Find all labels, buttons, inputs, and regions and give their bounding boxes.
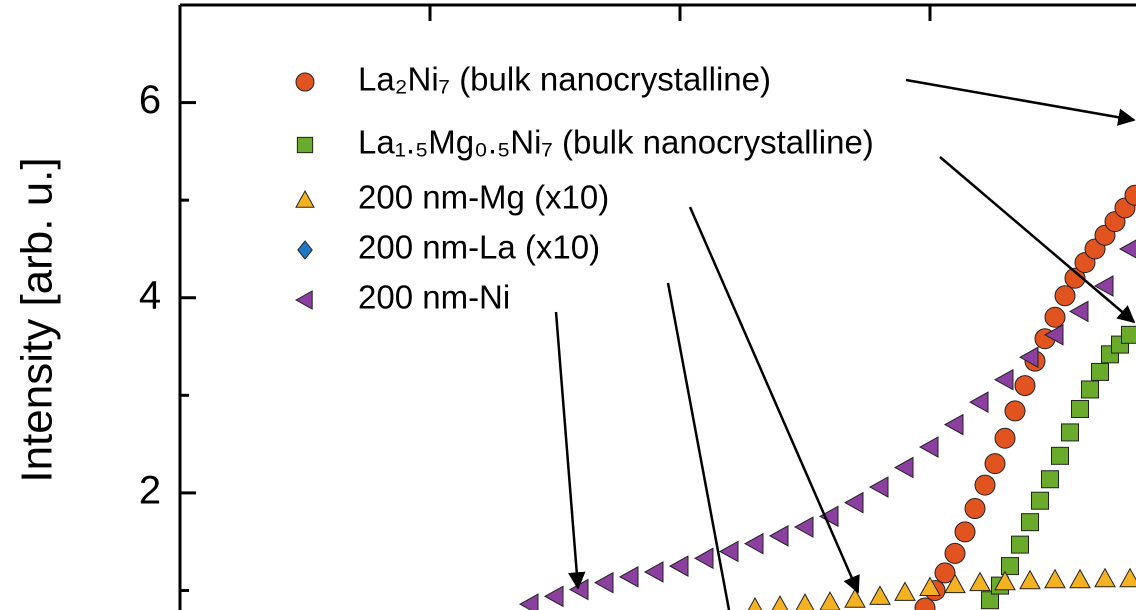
y-axis-label: Intensity [arb. u.] <box>13 157 62 482</box>
marker <box>618 565 639 588</box>
marker <box>1093 275 1114 297</box>
y-tick-label: 6 <box>139 78 161 122</box>
marker <box>1018 346 1039 369</box>
marker <box>768 524 789 547</box>
legend-marker <box>295 189 315 208</box>
annotations <box>554 78 1136 610</box>
marker <box>743 532 764 555</box>
marker <box>818 505 839 528</box>
marker <box>718 540 739 563</box>
marker <box>843 491 864 514</box>
marker <box>668 555 689 577</box>
legend-marker <box>294 290 313 310</box>
legend: La₂Ni₇ (bulk nanocrystalline) La₁.₅Mg₀.₅N… <box>294 61 874 316</box>
legend-marker <box>296 136 314 154</box>
marker <box>1021 513 1039 532</box>
marker <box>934 562 956 584</box>
arrow <box>688 206 860 594</box>
marker <box>868 476 889 498</box>
marker <box>543 585 564 608</box>
marker <box>1121 325 1136 344</box>
marker <box>643 561 664 583</box>
marker <box>914 597 936 610</box>
legend-label: 200 nm-La (x10) <box>358 229 600 266</box>
marker <box>994 570 1016 591</box>
marker <box>968 391 989 414</box>
marker <box>819 591 841 610</box>
marker <box>984 453 1006 475</box>
marker <box>793 516 814 538</box>
y-tick-label: 4 <box>139 273 161 317</box>
marker <box>919 576 941 597</box>
marker <box>771 595 789 610</box>
marker <box>844 588 866 608</box>
legend-label: La₂Ni₇ (bulk nanocrystalline) <box>358 61 771 98</box>
marker <box>693 547 714 570</box>
plot-area <box>518 184 1136 610</box>
marker <box>568 578 589 601</box>
marker <box>894 581 916 601</box>
marker <box>981 591 999 610</box>
marker <box>1091 362 1109 381</box>
marker <box>1061 423 1079 442</box>
marker <box>1014 375 1036 397</box>
arrow <box>939 156 1136 324</box>
marker <box>969 571 991 592</box>
arrow <box>554 311 586 590</box>
marker <box>1044 568 1066 589</box>
marker <box>1043 323 1064 346</box>
marker <box>869 585 891 605</box>
marker <box>1019 569 1041 590</box>
arrow <box>666 282 731 610</box>
marker <box>943 413 964 436</box>
marker <box>964 498 986 520</box>
marker <box>974 474 996 496</box>
marker <box>1094 567 1116 588</box>
marker <box>944 542 966 564</box>
marker <box>1044 306 1066 328</box>
marker <box>954 521 976 543</box>
y-tick-label: 2 <box>139 468 161 512</box>
marker <box>1124 184 1136 206</box>
marker <box>1041 470 1059 489</box>
marker <box>747 597 763 610</box>
marker <box>944 573 966 594</box>
marker <box>893 456 914 479</box>
marker <box>1119 567 1136 588</box>
legend-label: La₁.₅Mg₀.₅Ni₇ (bulk nanocrystalline) <box>358 124 874 161</box>
marker <box>1064 267 1086 289</box>
legend-marker <box>295 72 315 92</box>
marker <box>1051 446 1069 465</box>
marker <box>1118 239 1136 259</box>
marker <box>1011 535 1029 554</box>
marker <box>593 571 614 594</box>
marker <box>994 427 1016 449</box>
marker <box>518 593 539 610</box>
marker <box>993 368 1014 391</box>
marker <box>1001 557 1019 576</box>
marker <box>795 593 815 610</box>
legend-marker <box>297 240 313 260</box>
marker <box>1004 400 1026 422</box>
marker <box>1071 399 1089 418</box>
marker <box>1081 380 1099 399</box>
marker <box>918 436 939 458</box>
marker <box>1068 300 1089 323</box>
marker <box>1054 285 1076 307</box>
legend-label: 200 nm-Mg (x10) <box>358 179 609 216</box>
arrow <box>905 78 1136 126</box>
marker <box>1069 568 1091 589</box>
marker <box>1031 491 1049 510</box>
legend-label: 200 nm-Ni <box>358 279 510 316</box>
